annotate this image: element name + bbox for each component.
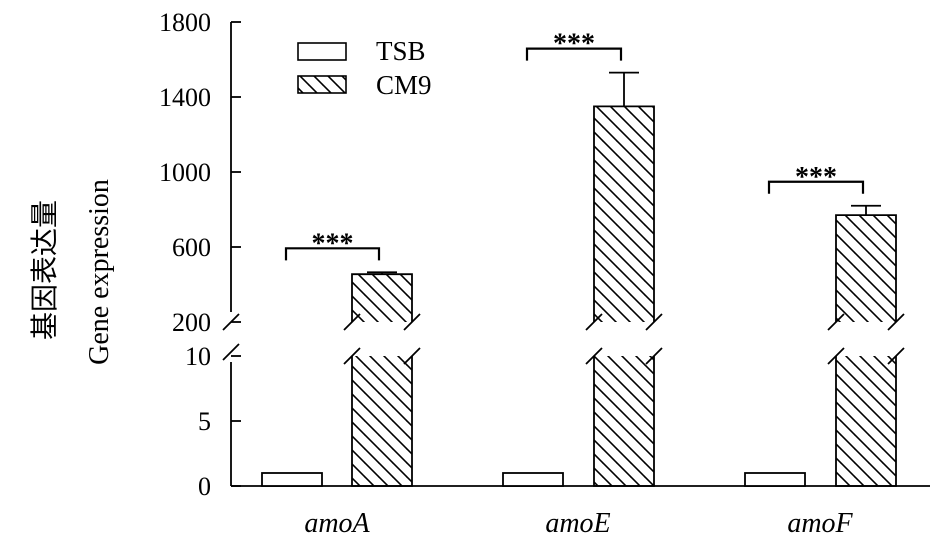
lower-tick-group: 0 5 10 [185,342,241,501]
upper-tick-label: 200 [172,308,211,337]
bar-cm9-amoE-lower-outline [593,356,655,487]
y-axis [222,22,240,486]
significance-bracket-amoA [284,247,381,261]
bar-break-mark [343,313,361,331]
lower-tick-label: 10 [185,342,211,371]
y-axis-label: Gene expression [84,179,115,365]
bar-group [261,105,905,487]
bar-break-mark [827,313,845,331]
category-label-group: amoA amoE amoF [304,508,853,539]
significance-bracket-amoF [767,180,865,194]
significance-label-amoE: *** [553,29,595,60]
bar-cm9-amoF-upper [836,215,896,322]
upper-tick-label: 1800 [159,8,211,37]
error-bar-group [367,71,881,275]
bar-break-mark [343,347,361,365]
bar-break-mark [827,347,845,365]
category-label-amoF: amoF [787,508,853,539]
bar-tsb-amoE [502,472,564,487]
legend-label-tsb: TSB [376,36,426,66]
significance-label-amoF: *** [795,162,837,193]
bar-tsb-amoF [744,472,806,487]
bar-break-mark [887,313,905,331]
legend-swatch-cm9 [297,75,347,94]
bar-break-mark [887,347,905,365]
bar-cm9-amoE-upper [594,106,654,322]
bar-break-mark [645,313,663,331]
bar-cm9-amoA-lower [352,356,412,486]
bar-break-mark [403,313,421,331]
bar-cm9-amoA-upper [352,274,412,322]
upper-tick-label: 600 [172,233,211,262]
bar-cm9-amoA-lower-outline [351,356,413,487]
category-label-amoA: amoA [304,508,370,539]
bar-cm9-amoF-lower-outline [835,356,897,487]
legend: TSB CM9 [297,36,432,100]
bar-break-mark [645,347,663,365]
y-axis-label-cn: 基因表达量 [29,200,61,340]
lower-tick-label: 0 [198,472,211,501]
upper-tick-label: 1000 [159,158,211,187]
bar-cm9-amoA-upper-outline [351,273,413,322]
bar-tsb-amoA [261,472,323,487]
significance-bracket-amoE [525,47,623,61]
bar-cm9-amoF-lower [836,356,896,486]
bar-break-mark [403,347,421,365]
bar-cm9-amoE-lower [594,356,654,486]
legend-label-cm9: CM9 [376,70,432,100]
significance-label-amoA: *** [312,228,354,259]
bar-break-mark [585,347,603,365]
axis-break-mark [222,343,240,361]
upper-tick-group: 200 600 1000 1400 1800 [159,8,241,337]
lower-tick-label: 5 [198,407,211,436]
legend-swatch-tsb [297,42,347,61]
bar-break-mark [585,313,603,331]
significance-group: *** *** *** [284,29,865,261]
category-label-amoE: amoE [545,508,610,539]
upper-tick-label: 1400 [159,83,211,112]
